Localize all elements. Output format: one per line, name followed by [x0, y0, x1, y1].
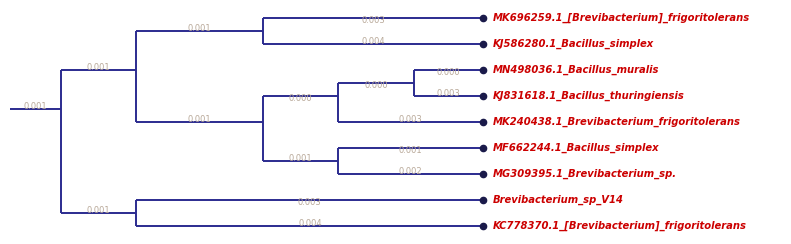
Text: KC778370.1_[Brevibacterium]_frigoritolerans: KC778370.1_[Brevibacterium]_frigoritoler… [493, 221, 747, 232]
Text: 0.000: 0.000 [364, 81, 388, 90]
Text: MN498036.1_Bacillus_muralis: MN498036.1_Bacillus_muralis [493, 65, 659, 75]
Text: 0.000: 0.000 [437, 68, 460, 77]
Text: 0.003: 0.003 [437, 89, 460, 98]
Text: 0.001: 0.001 [87, 63, 110, 72]
Text: 0.001: 0.001 [187, 115, 211, 124]
Text: MK240438.1_Brevibacterium_frigoritolerans: MK240438.1_Brevibacterium_frigoritoleran… [493, 117, 740, 127]
Text: 0.003: 0.003 [361, 16, 384, 25]
Text: 0.004: 0.004 [298, 219, 322, 228]
Text: 0.004: 0.004 [361, 37, 384, 46]
Text: 0.001: 0.001 [399, 146, 422, 155]
Text: 0.001: 0.001 [289, 154, 312, 163]
Text: 0.000: 0.000 [289, 94, 312, 103]
Text: 0.001: 0.001 [24, 102, 47, 111]
Text: 0.001: 0.001 [87, 206, 110, 215]
Text: 0.002: 0.002 [399, 167, 422, 176]
Text: 0.001: 0.001 [187, 24, 211, 33]
Text: KJ586280.1_Bacillus_simplex: KJ586280.1_Bacillus_simplex [493, 39, 654, 49]
Text: Brevibacterium_sp_V14: Brevibacterium_sp_V14 [493, 195, 624, 205]
Text: MG309395.1_Brevibacterium_sp.: MG309395.1_Brevibacterium_sp. [493, 169, 677, 179]
Text: MK696259.1_[Brevibacterium]_frigoritolerans: MK696259.1_[Brevibacterium]_frigoritoler… [493, 12, 750, 23]
Text: 0.003: 0.003 [399, 115, 422, 124]
Text: 0.003: 0.003 [298, 198, 322, 207]
Text: MF662244.1_Bacillus_simplex: MF662244.1_Bacillus_simplex [493, 143, 660, 153]
Text: KJ831618.1_Bacillus_thuringiensis: KJ831618.1_Bacillus_thuringiensis [493, 91, 685, 101]
